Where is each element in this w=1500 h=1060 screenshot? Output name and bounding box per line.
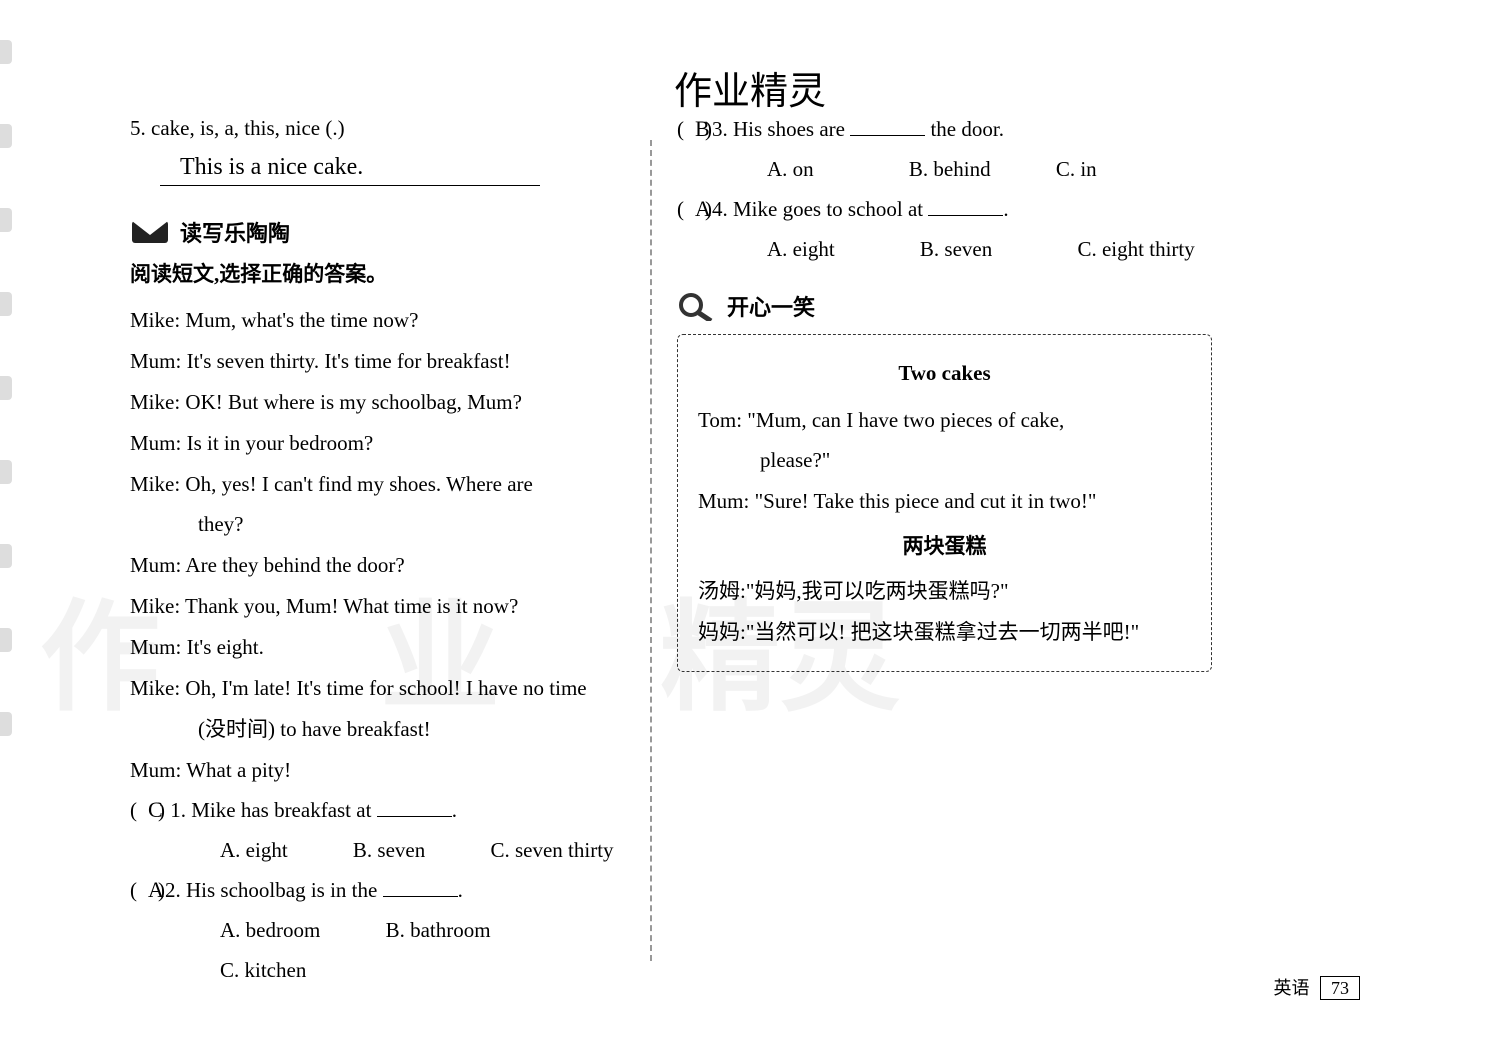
- section-header-reading: 读写乐陶陶: [130, 216, 620, 248]
- dialogue-block: Mike: Mum, what's the time now? Mum: It'…: [130, 300, 620, 791]
- story-line: please?": [698, 440, 1191, 481]
- story-line: 妈妈:"当然可以! 把这块蛋糕拿过去一切两半吧!": [698, 612, 1191, 653]
- left-column: 5. cake, is, a, this, nice (.) This is a…: [130, 110, 650, 991]
- option-c: C. eight thirty: [1077, 230, 1194, 270]
- mc-options-4: A. eight B. seven C. eight thirty: [677, 230, 1212, 270]
- mc-text-after: the door.: [925, 117, 1004, 141]
- mc-text: )2. His schoolbag is in the: [158, 878, 383, 902]
- section-title: 开心一笑: [727, 290, 815, 322]
- mc-options-3: A. on B. behind C. in: [677, 150, 1212, 190]
- story-title-cn: 两块蛋糕: [698, 526, 1191, 567]
- mc-answer-4: A: [695, 188, 711, 230]
- dialogue-line: Mum: What a pity!: [130, 750, 620, 791]
- option-c: C. seven thirty: [490, 831, 613, 871]
- dialogue-line: Mum: It's eight.: [130, 627, 620, 668]
- story-line: Mum: "Sure! Take this piece and cut it i…: [698, 481, 1191, 522]
- mc-answer-2: A: [148, 869, 164, 911]
- mc-answer-1: C: [148, 789, 163, 831]
- story-title-en: Two cakes: [698, 353, 1191, 394]
- right-column: (B )3. His shoes are the door. A. on B. …: [652, 110, 1212, 991]
- page-footer: 英语 73: [1274, 974, 1361, 1000]
- option-a: A. on: [767, 150, 814, 190]
- question-5-prompt: 5. cake, is, a, this, nice (.): [130, 110, 620, 148]
- binding-edge: [0, 0, 14, 1060]
- option-c: C. kitchen: [220, 951, 306, 991]
- option-a: A. eight: [767, 230, 835, 270]
- dialogue-line: Mike: OK! But where is my schoolbag, Mum…: [130, 382, 620, 423]
- story-line: Tom: "Mum, can I have two pieces of cake…: [698, 400, 1191, 441]
- option-a: A. eight: [220, 831, 288, 871]
- section-title: 读写乐陶陶: [180, 216, 290, 248]
- envelope-icon: [130, 217, 170, 247]
- dialogue-line: (没时间) to have breakfast!: [130, 709, 620, 750]
- question-5-answer: This is a nice cake.: [160, 152, 540, 186]
- reading-instruction: 阅读短文,选择正确的答案。: [130, 258, 620, 288]
- mc-question-3: (B )3. His shoes are the door.: [677, 110, 1212, 150]
- option-b: B. behind: [909, 150, 991, 190]
- magnifier-icon: [677, 291, 717, 321]
- page-number: 73: [1320, 976, 1360, 1000]
- option-c: C. in: [1056, 150, 1097, 190]
- dialogue-line: Mike: Mum, what's the time now?: [130, 300, 620, 341]
- dialogue-line: Mum: It's seven thirty. It's time for br…: [130, 341, 620, 382]
- mc-options-1: A. eight B. seven C. seven thirty: [130, 831, 620, 871]
- option-a: A. bedroom: [220, 911, 320, 951]
- dialogue-line: Mum: Is it in your bedroom?: [130, 423, 620, 464]
- dialogue-line: Mum: Are they behind the door?: [130, 545, 620, 586]
- option-b: B. bathroom: [386, 911, 491, 951]
- mc-question-2: (A )2. His schoolbag is in the .: [130, 871, 620, 911]
- story-line: 汤姆:"妈妈,我可以吃两块蛋糕吗?": [698, 571, 1191, 612]
- dialogue-line: Mike: Oh, I'm late! It's time for school…: [130, 668, 620, 709]
- dialogue-line: Mike: Thank you, Mum! What time is it no…: [130, 586, 620, 627]
- page-title: 作业精灵: [674, 60, 826, 115]
- mc-question-4: (A )4. Mike goes to school at .: [677, 190, 1212, 230]
- mc-answer-3: B: [695, 108, 710, 150]
- mc-text: ) 1. Mike has breakfast at: [158, 798, 377, 822]
- content-area: 5. cake, is, a, this, nice (.) This is a…: [0, 0, 1500, 1031]
- mc-text: )4. Mike goes to school at: [705, 197, 928, 221]
- story-box: Two cakes Tom: "Mum, can I have two piec…: [677, 334, 1212, 673]
- option-b: B. seven: [920, 230, 992, 270]
- section-header-joke: 开心一笑: [677, 290, 1212, 322]
- dialogue-line: they?: [130, 504, 620, 545]
- mc-question-1: (C ) 1. Mike has breakfast at .: [130, 791, 620, 831]
- footer-subject: 英语: [1274, 978, 1310, 998]
- option-b: B. seven: [353, 831, 425, 871]
- mc-options-2: A. bedroom B. bathroom C. kitchen: [130, 911, 620, 991]
- dialogue-line: Mike: Oh, yes! I can't find my shoes. Wh…: [130, 464, 620, 505]
- mc-text: )3. His shoes are: [705, 117, 850, 141]
